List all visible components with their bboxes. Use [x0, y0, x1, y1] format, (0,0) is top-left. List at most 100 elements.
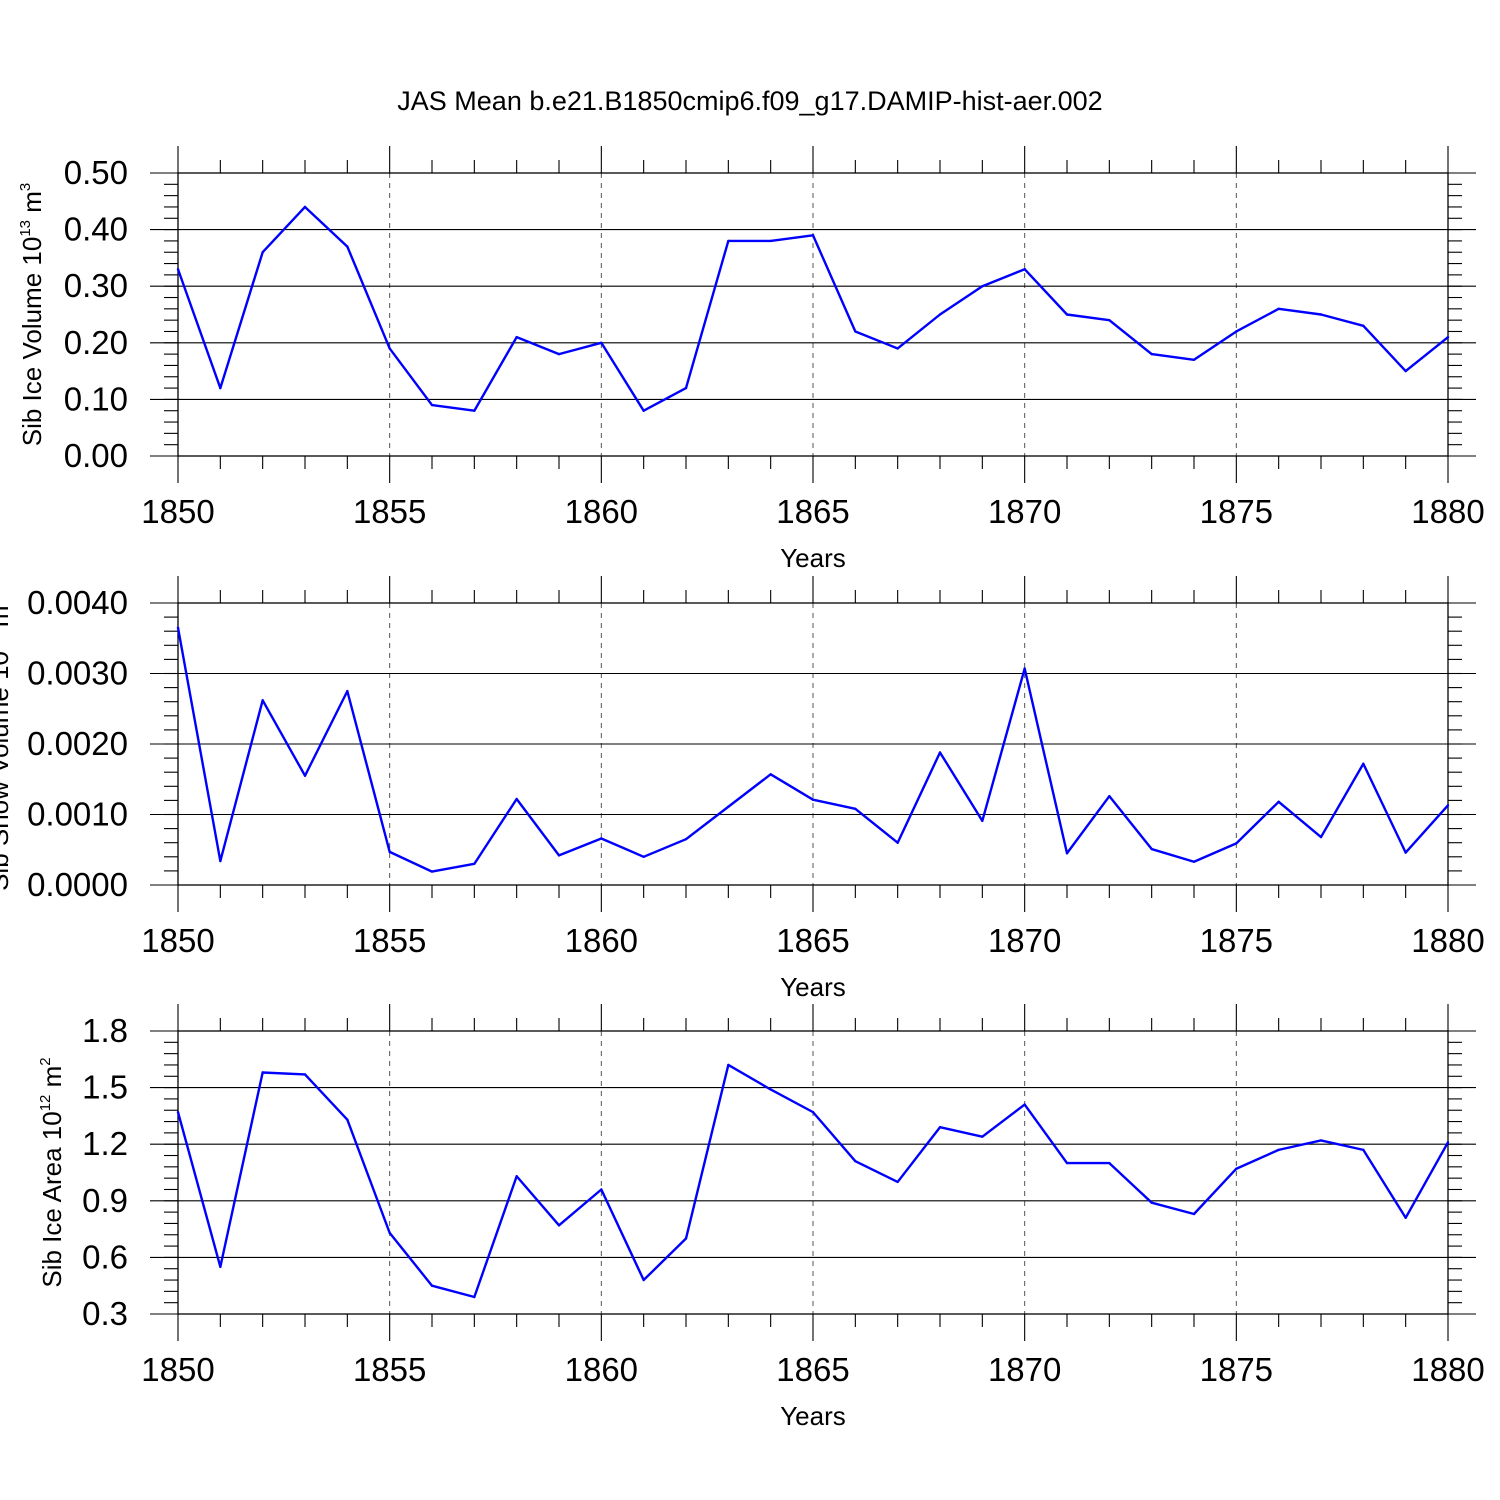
plot-frame	[177, 1030, 1449, 1315]
y-axis-title-ylabel-exponent: 12	[37, 1095, 54, 1112]
data-point	[1319, 313, 1323, 316]
data-point	[1277, 307, 1280, 311]
data-point	[769, 1088, 772, 1091]
data-point	[1362, 762, 1365, 765]
x-tick-label: 1865	[776, 922, 849, 959]
data-point	[854, 807, 857, 811]
y-axis-title-ylabel-exponent: 13	[17, 220, 34, 237]
plot-frame	[177, 172, 1449, 457]
x-tick-label: 1880	[1411, 493, 1484, 530]
data-point	[261, 1071, 264, 1074]
data-point	[1150, 352, 1153, 356]
x-tick-label: 1850	[141, 1351, 214, 1388]
data-point	[473, 862, 476, 866]
data-point	[642, 409, 645, 412]
y-axis-title-ylabel: Sib Ice Area 10	[37, 1111, 67, 1287]
data-point	[1108, 1161, 1111, 1165]
y-tick-label: 0.0040	[27, 584, 128, 621]
y-tick-label: 0.6	[82, 1238, 128, 1275]
data-point	[727, 1063, 730, 1067]
panel-3: 0.3 0.6 0.9 1.2 1.5 1.8 1850 1855 1860 1865 1870 18…	[37, 1004, 1485, 1431]
data-point	[896, 841, 899, 844]
data-point	[1065, 852, 1069, 855]
data-point	[473, 1295, 476, 1299]
data-point	[642, 1278, 645, 1282]
x-tick-label: 1855	[353, 1351, 426, 1388]
y-axis-title-ylabel-unit-exponent: 3	[0, 597, 1, 605]
data-point	[1235, 330, 1238, 333]
y-axis-title-ylabel-unit-exponent: 2	[37, 1057, 54, 1065]
data-point	[430, 870, 434, 873]
data-point	[811, 234, 815, 237]
data-point	[600, 1188, 603, 1191]
data-point	[303, 1073, 307, 1076]
data-point	[346, 689, 349, 693]
data-point	[1277, 1148, 1280, 1152]
x-tick-label: 1875	[1200, 1351, 1273, 1388]
x-tick-label: 1860	[565, 922, 638, 959]
data-point	[1023, 268, 1026, 271]
data-point	[1065, 1161, 1069, 1165]
data-point	[1404, 369, 1407, 373]
data-point	[1235, 1167, 1238, 1170]
data-point	[811, 1110, 815, 1114]
x-tick-label: 1875	[1200, 493, 1273, 530]
x-tick-label: 1865	[776, 493, 849, 530]
x-tick-label: 1870	[988, 922, 1061, 959]
y-tick-label: 0.10	[64, 380, 128, 417]
data-point	[981, 1135, 984, 1138]
data-point	[303, 205, 307, 209]
data-point	[727, 805, 730, 808]
data-point	[1319, 1139, 1323, 1142]
data-point	[1404, 851, 1407, 854]
y-axis-title-ylabel-unit: m	[37, 1066, 67, 1095]
data-point	[600, 837, 603, 840]
data-point	[557, 352, 561, 356]
data-point	[1404, 1216, 1407, 1219]
data-point	[938, 313, 942, 316]
data-point	[388, 347, 391, 350]
data-point	[1108, 318, 1111, 322]
data-point	[261, 699, 264, 702]
figure-title: JAS Mean b.e21.B1850cmip6.f09_g17.DAMIP-…	[397, 86, 1102, 116]
y-axis-title: Sib Ice Area 1012 m2	[37, 1057, 67, 1287]
y-tick-label: 0.30	[64, 267, 128, 304]
data-point	[769, 239, 772, 243]
data-point	[219, 859, 222, 863]
data-point	[515, 1175, 518, 1178]
data-point	[515, 335, 518, 339]
data-point	[1277, 800, 1280, 804]
data-point	[1446, 1141, 1450, 1144]
y-tick-label: 0.50	[64, 154, 128, 191]
y-tick-label: 0.0010	[27, 796, 128, 833]
data-point	[388, 1231, 391, 1235]
y-axis-title-ylabel-exponent: 13	[0, 634, 1, 651]
y-axis-title: Sib Ice Volume 1013 m3	[17, 183, 47, 447]
x-axis-title: Years	[780, 1401, 846, 1431]
data-point	[854, 1159, 857, 1163]
data-point	[430, 403, 434, 407]
data-point	[1319, 835, 1323, 839]
data-point	[1065, 313, 1069, 316]
data-point	[1192, 1212, 1196, 1216]
x-tick-label: 1860	[565, 1351, 638, 1388]
y-tick-label: 1.2	[82, 1125, 128, 1162]
y-axis-title-ylabel: Sib Ice Volume 10	[17, 237, 47, 447]
data-point	[303, 774, 307, 777]
plot-frame	[177, 602, 1449, 886]
data-point	[557, 1224, 561, 1227]
x-tick-label: 1875	[1200, 922, 1273, 959]
y-axis-title-ylabel-unit: m	[17, 191, 47, 220]
data-point	[938, 1126, 942, 1129]
data-point	[1192, 358, 1196, 361]
y-tick-label: 1.8	[82, 1012, 128, 1049]
data-point	[684, 386, 688, 390]
y-tick-label: 0.40	[64, 211, 128, 248]
data-point	[1023, 1103, 1026, 1106]
x-tick-label: 1865	[776, 1351, 849, 1388]
series-line	[176, 205, 1449, 412]
data-point	[176, 626, 180, 629]
data-point	[1108, 794, 1111, 798]
x-tick-label: 1880	[1411, 1351, 1484, 1388]
